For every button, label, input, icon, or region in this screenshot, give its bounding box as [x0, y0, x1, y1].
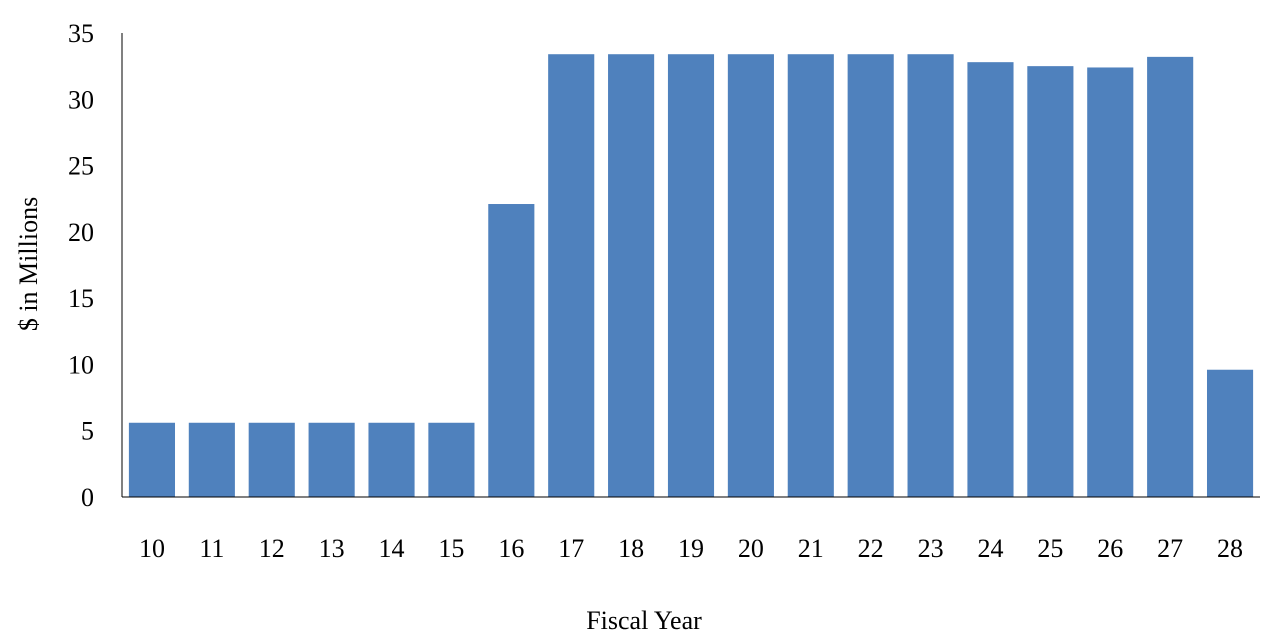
x-tick-label: 24	[977, 534, 1003, 563]
bar-fy20	[727, 54, 774, 498]
x-tick-label: 26	[1097, 534, 1123, 563]
y-tick-label: 15	[68, 284, 94, 313]
y-tick-label: 5	[81, 417, 94, 446]
bar-fy17	[548, 54, 595, 498]
y-axis-title: $ in Millions	[14, 197, 43, 331]
x-tick-label: 11	[199, 534, 224, 563]
x-tick-label: 25	[1037, 534, 1063, 563]
y-tick-labels: 0 5 10 15 20 25 30 35	[68, 19, 94, 512]
x-tick-label: 17	[558, 534, 584, 563]
x-tick-label: 14	[379, 534, 405, 563]
x-tick-label: 10	[139, 534, 165, 563]
x-tick-label: 19	[678, 534, 704, 563]
bar-fy23	[907, 54, 954, 498]
y-tick-label: 20	[68, 218, 94, 247]
y-tick-label: 30	[68, 85, 94, 114]
x-tick-labels: 10 11 12 13 14 15 16 17 18 19 20 21 22 23 24 25 26 27 28	[139, 534, 1243, 563]
bar-fy27	[1147, 56, 1194, 498]
bar-fy13	[308, 422, 355, 497]
y-tick-label: 0	[81, 483, 94, 512]
bar-group	[128, 54, 1254, 498]
x-tick-label: 23	[918, 534, 944, 563]
y-tick-label: 25	[68, 152, 94, 181]
bar-fy10	[128, 422, 176, 497]
x-tick-label: 22	[858, 534, 884, 563]
bar-fy22	[847, 54, 894, 498]
bar-fy14	[368, 422, 415, 497]
x-tick-label: 12	[259, 534, 285, 563]
bar-fy15	[428, 422, 475, 497]
x-tick-label: 15	[438, 534, 464, 563]
bar-fy24	[967, 62, 1014, 498]
bar-fy11	[188, 422, 235, 497]
bar-fy16	[488, 204, 535, 497]
bar-fy25	[1027, 66, 1074, 498]
x-tick-label: 28	[1217, 534, 1243, 563]
bar-fy18	[608, 54, 655, 498]
bar-fy26	[1087, 67, 1134, 498]
x-axis-title: Fiscal Year	[586, 606, 702, 635]
y-tick-label: 35	[68, 19, 94, 48]
x-tick-label: 13	[319, 534, 345, 563]
bar-fy21	[787, 54, 834, 498]
y-tick-label: 10	[68, 350, 94, 379]
bar-fy12	[248, 422, 295, 497]
x-tick-label: 21	[798, 534, 824, 563]
x-tick-label: 20	[738, 534, 764, 563]
x-tick-label: 16	[498, 534, 524, 563]
bar-fy28	[1206, 369, 1254, 497]
x-tick-label: 18	[618, 534, 644, 563]
x-tick-label: 27	[1157, 534, 1183, 563]
bar-fy19	[667, 54, 715, 498]
